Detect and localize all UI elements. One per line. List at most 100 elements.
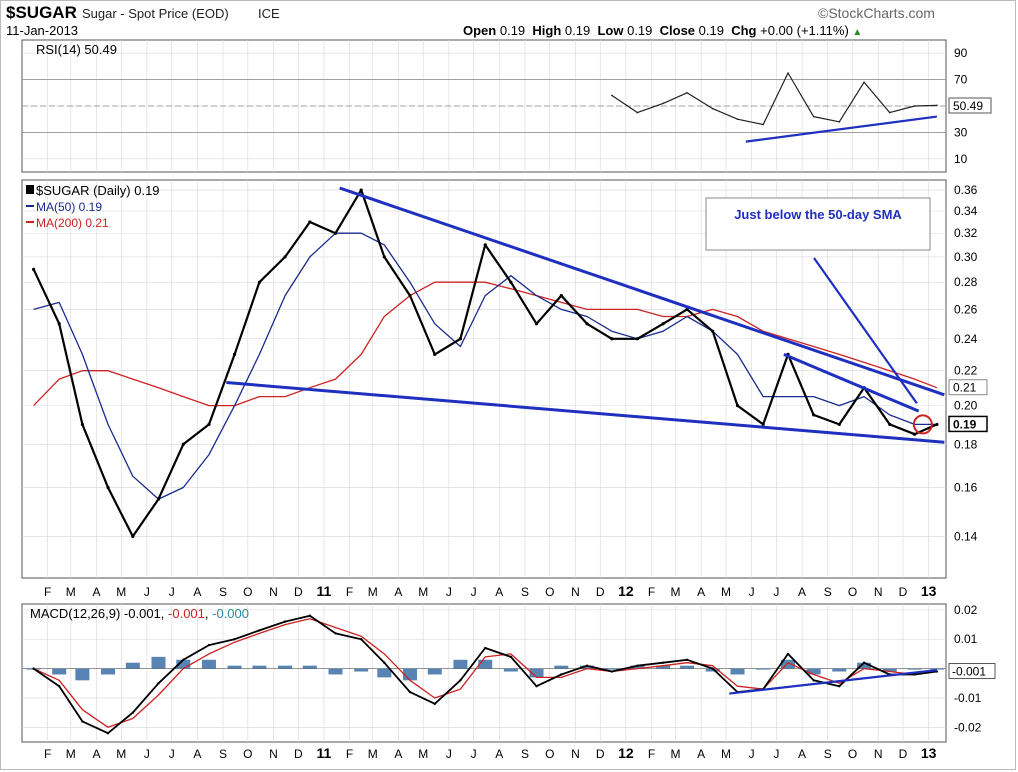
x-tick-label: M [368,585,378,599]
macd-point [459,679,462,682]
price-point [31,267,36,271]
macd-histogram-bar [907,668,922,670]
macd-x-tick-label: J [169,747,175,761]
macd-x-tick-label: J [773,747,779,761]
macd-x-tick-label: M [66,747,76,761]
macd-histogram-bar [151,656,166,669]
price-point [433,352,437,356]
price-point [661,322,665,326]
price-trendline-1 [339,186,945,397]
macd-x-tick-label: F [648,747,655,761]
x-tick-label: D [294,585,303,599]
price-label-box [948,379,988,396]
macd-point [838,685,841,688]
high-value: 0.19 [564,23,591,38]
macd-point [233,638,236,641]
macd-signal-line [33,618,937,728]
price-point [812,413,816,417]
rsi-value-label: 50.49 [953,99,983,113]
x-tick-label: D [596,585,605,599]
close-label: Close [659,23,696,38]
annotation-arrow [813,257,918,404]
macd-point [383,661,386,664]
macd-point [106,731,110,735]
x-tick-label: J [169,585,175,599]
macd-point [359,638,363,641]
macd-histogram-bar [101,668,116,675]
macd-histogram-bar [453,659,468,669]
macd-x-tick-label: A [92,747,100,761]
price-point [837,422,841,427]
rsi-trendline [745,115,938,143]
quote-bar: Open 0.19 High 0.19 Low 0.19 Close 0.19 … [463,23,862,38]
price-point [333,231,338,235]
y-tick-label: 0.32 [954,226,978,240]
y-tick-label: 0.24 [954,332,978,346]
price-point [534,322,539,326]
rsi-point [913,105,916,107]
macd-histogram-bar [705,668,720,672]
macd-point [334,632,337,635]
macd-point [786,652,790,656]
rsi-point [762,123,764,126]
x-tick-label: O [545,585,554,599]
macd-histogram-bar [630,665,645,669]
x-tick-label: S [521,585,529,599]
rsi-point [863,81,865,84]
price-point [283,255,287,259]
macd-x-tick-label: N [874,747,883,761]
macd-histogram-bar [328,668,343,675]
macd-x-tick-label: J [749,747,755,761]
price-point [207,422,211,427]
price-point [509,280,513,284]
macd-histogram-bar [52,668,67,675]
rsi-legend: RSI(14) 50.49 [36,42,117,57]
price-label-box [948,415,988,433]
macd-x-tick-label: A [697,747,705,761]
price-point [232,352,237,356]
macd-point [81,720,84,723]
price-point [888,422,892,427]
macd-point [182,658,185,661]
rsi-point [838,121,841,123]
macd-histogram-bar [806,668,821,675]
macd-histogram-bar [756,668,771,670]
x-tick-label: J [749,585,755,599]
price-point [610,337,614,341]
y-tick-label: 0.20 [954,399,978,413]
price-point [483,243,487,247]
x-tick-label: J [144,585,150,599]
macd-point [610,670,614,673]
macd-histogram-bar [278,665,293,669]
y-tick-label: 0.14 [954,529,978,543]
macd-x-tick-label: O [848,747,857,761]
open-label: Open [463,23,497,38]
price-point [308,220,312,224]
open-value: 0.19 [499,23,526,38]
macd-x-tick-label: A [798,747,806,761]
rsi-point [936,104,938,107]
x-tick-label: F [44,585,51,599]
macd-histogram-bar [427,668,442,675]
rsi-point [686,92,688,94]
y-tick-label: 0.22 [954,364,978,378]
price-point [935,422,939,427]
macd-point [58,685,61,688]
macd-point [308,614,312,617]
ma200-value-label: 0.21 [953,381,977,395]
y-tick-label: 10 [954,152,968,166]
macd-histogram-bar [882,668,897,672]
macd-x-tick-label: J [144,747,150,761]
x-tick-label: M [66,585,76,599]
price-point [181,442,185,446]
macd-x-tick-label: D [294,747,303,761]
macd-x-tick-label: J [471,747,477,761]
close-value: 0.19 [698,23,724,38]
rsi-point [636,111,639,114]
x-tick-label: M [721,585,731,599]
macd-x-tick-label: S [824,747,832,761]
x-tick-label: S [824,585,832,599]
rsi-point [611,94,613,97]
macd-x-tick-label: A [193,747,201,761]
